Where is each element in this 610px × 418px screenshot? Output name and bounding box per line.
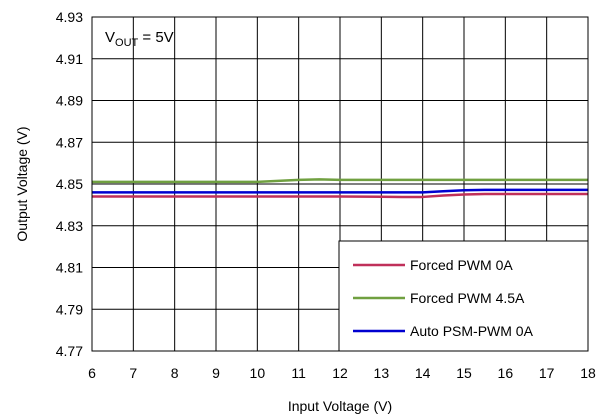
x-tick-label: 17 — [539, 365, 555, 381]
legend-label: Forced PWM 0A — [410, 257, 513, 273]
x-tick-label: 12 — [332, 365, 348, 381]
x-tick-label: 13 — [374, 365, 390, 381]
y-tick-label: 4.77 — [56, 343, 83, 359]
x-tick-labels: 6 7 8 9 10 11 12 13 14 15 16 17 18 — [88, 365, 596, 381]
x-tick-label: 14 — [415, 365, 431, 381]
y-tick-labels: 4.77 4.79 4.81 4.83 4.85 4.87 4.89 4.91 4.93 — [56, 9, 83, 359]
x-tick-label: 15 — [456, 365, 472, 381]
y-tick-label: 4.91 — [56, 51, 83, 67]
y-tick-label: 4.85 — [56, 176, 83, 192]
x-tick-label: 10 — [250, 365, 266, 381]
legend: Forced PWM 0A Forced PWM 4.5A Auto PSM-PWM… — [338, 240, 589, 352]
legend-items: Forced PWM 0A Forced PWM 4.5A Auto PSM-PWM… — [353, 257, 534, 339]
legend-label: Auto PSM-PWM 0A — [410, 323, 534, 339]
vout-annotation: VOUT = 5V — [105, 29, 174, 49]
y-tick-label: 4.81 — [56, 260, 83, 276]
series-line — [92, 188, 588, 194]
x-tick-label: 11 — [291, 365, 306, 381]
y-tick-label: 4.79 — [56, 301, 83, 317]
x-tick-label: 16 — [498, 365, 514, 381]
y-tick-label: 4.89 — [56, 93, 83, 109]
series-line — [92, 192, 588, 199]
y-tick-label: 4.87 — [56, 134, 83, 150]
x-tick-label: 6 — [88, 365, 96, 381]
x-tick-label: 18 — [580, 365, 596, 381]
y-tick-label: 4.83 — [56, 218, 83, 234]
y-tick-label: 4.93 — [56, 9, 83, 25]
series-line — [92, 178, 588, 184]
x-tick-label: 9 — [212, 365, 220, 381]
legend-label: Forced PWM 4.5A — [410, 290, 525, 306]
x-tick-label: 7 — [129, 365, 137, 381]
x-tick-label: 8 — [171, 365, 179, 381]
legend-box — [338, 240, 589, 352]
series-layer — [92, 178, 588, 199]
y-axis-title: Output Voltage (V) — [14, 126, 30, 241]
x-axis-title: Input Voltage (V) — [288, 398, 392, 414]
